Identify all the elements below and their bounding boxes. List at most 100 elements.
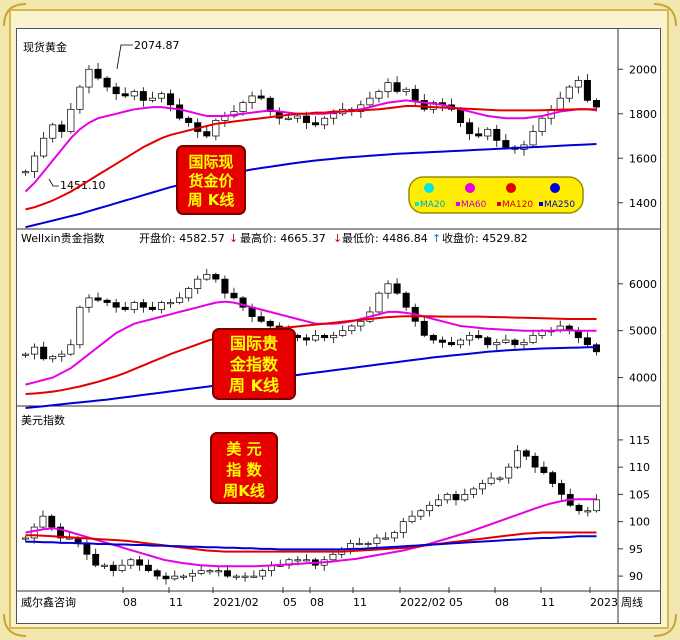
candle-body — [180, 575, 188, 578]
badge-gold-weekly: 国际现 货金价 周 K线 — [176, 145, 246, 215]
candle-body — [171, 575, 179, 580]
candle-body — [375, 292, 383, 313]
candle-body — [57, 526, 64, 539]
candle-body — [49, 356, 57, 360]
candle-body — [239, 297, 247, 308]
legend-ma120: MA120 — [502, 200, 533, 210]
candle-body — [40, 137, 48, 157]
candle-body — [461, 494, 469, 501]
candle-body — [112, 302, 120, 308]
candle-body — [583, 80, 591, 101]
candle-body — [85, 68, 93, 88]
candle-body — [185, 117, 193, 123]
candle-body — [250, 575, 258, 578]
candle-body — [502, 339, 510, 343]
corner-ornament-icon — [653, 3, 677, 27]
candle-body — [259, 570, 267, 577]
corner-ornament-icon — [653, 613, 677, 637]
candle-body — [411, 88, 419, 101]
x-tick-label: 08 — [310, 596, 324, 609]
candle-body — [22, 353, 30, 356]
candle-body — [457, 339, 465, 346]
candle-body — [408, 515, 416, 522]
candle-body — [373, 537, 381, 544]
candle-body — [144, 564, 152, 572]
candle-body — [30, 526, 38, 539]
candle-body — [188, 573, 196, 577]
x-tick-label: 2021/02 — [213, 596, 259, 609]
candle-body — [443, 494, 451, 501]
candle-body — [584, 510, 592, 513]
y-tick-label: 1800 — [629, 108, 657, 121]
svg-text:指 数: 指 数 — [226, 461, 262, 479]
candle-body — [139, 302, 147, 308]
candle-body — [511, 339, 519, 346]
candle-body — [355, 543, 363, 545]
y-tick-label: 95 — [629, 543, 643, 556]
candle-body — [241, 575, 249, 578]
candle-body — [475, 335, 483, 339]
svg-text:美 元: 美 元 — [226, 440, 261, 458]
candle-body — [452, 494, 460, 501]
candle-body — [321, 117, 329, 126]
candle-body — [384, 82, 392, 92]
candle-body — [592, 100, 600, 108]
ma250-dot-icon — [550, 183, 560, 193]
candle-body — [487, 477, 495, 484]
ma120-dot-icon — [506, 183, 516, 193]
candle-body — [109, 564, 117, 572]
candle-body — [496, 477, 504, 480]
candle-body — [399, 521, 407, 533]
candle-body — [520, 342, 528, 346]
svg-text:↓: ↓ — [333, 232, 342, 245]
candle-body — [224, 570, 231, 577]
candle-body — [538, 117, 546, 132]
x-tick-label: 11 — [353, 596, 367, 609]
candle-body — [447, 342, 455, 346]
candle-body — [366, 97, 374, 106]
candle-body — [103, 77, 111, 88]
candle-body — [457, 108, 465, 124]
candle-body — [194, 278, 202, 289]
candle-body — [470, 488, 478, 495]
candle-body — [294, 559, 302, 562]
candle-body — [136, 559, 144, 566]
candle-body — [293, 115, 301, 119]
candle-body — [239, 102, 247, 112]
panel2-close: 收盘价: 4529.82 — [442, 231, 528, 245]
x-tick-label: 05 — [449, 596, 463, 609]
candle-body — [393, 82, 401, 92]
svg-text:周 K线: 周 K线 — [188, 191, 235, 209]
candle-body — [157, 93, 165, 99]
candle-body — [167, 93, 175, 106]
candle-body — [426, 504, 434, 512]
candle-body — [302, 337, 310, 341]
candle-body — [212, 274, 220, 280]
candle-body — [284, 117, 292, 120]
candle-body — [197, 570, 205, 574]
svg-text:国际贵: 国际贵 — [230, 334, 278, 353]
candle-body — [39, 515, 47, 528]
ma-line-ma60 — [25, 300, 597, 386]
x-tick-label: 05 — [283, 596, 297, 609]
candle-body — [420, 320, 428, 336]
candle-body — [31, 155, 39, 172]
candle-body — [85, 297, 93, 308]
candle-body — [321, 335, 329, 339]
x-tick-label: 08 — [495, 596, 509, 609]
candle-body — [429, 335, 437, 341]
candle-body — [153, 570, 161, 577]
svg-text:国际现: 国际现 — [188, 153, 233, 171]
badge-precious-index: 国际贵 金指数 周 K线 — [212, 328, 296, 400]
brand-label: 威尔鑫咨询 — [21, 595, 76, 609]
candle-body — [593, 499, 601, 512]
badge-dollar-index: 美 元 指 数 周K线 — [210, 432, 278, 504]
candle-body — [118, 564, 126, 572]
panel2-open: 开盘价: 4582.57 — [139, 231, 225, 245]
candle-body — [148, 97, 156, 101]
y-tick-label: 6000 — [629, 278, 657, 291]
candle-body — [48, 515, 56, 528]
candle-body — [364, 543, 372, 545]
candle-body — [103, 299, 111, 303]
legend-ma60: MA60 — [461, 200, 487, 210]
